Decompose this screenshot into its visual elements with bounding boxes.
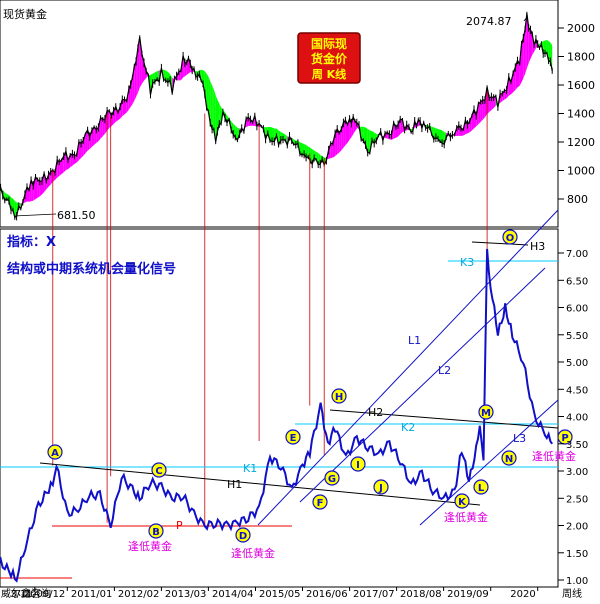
label-p-line: P: [176, 519, 183, 532]
bottom-y-label: 6.50: [566, 276, 588, 287]
marker-m: M: [479, 405, 493, 419]
marker-a: A: [48, 445, 62, 459]
buy-note-4: 逢低黄金: [532, 449, 576, 463]
top-y-label: 1200: [567, 136, 595, 149]
badge-line-1: 国际现: [311, 37, 347, 51]
top-y-label: 1400: [567, 108, 595, 121]
marker-label: I: [356, 460, 360, 471]
bottom-y-label: 2.00: [566, 522, 588, 533]
marker-g: G: [325, 471, 339, 485]
label-h3: H3: [530, 240, 545, 253]
label-l1: L1: [408, 334, 421, 347]
marker-label: A: [51, 448, 59, 459]
marker-label: D: [239, 531, 247, 542]
marker-label: H: [335, 392, 343, 403]
top-title: 现货黄金: [3, 7, 47, 21]
low-label: 681.50: [57, 209, 96, 222]
marker-label: G: [328, 474, 336, 485]
marker-o: O: [503, 230, 517, 244]
bottom-panel-frame: [0, 229, 558, 587]
marker-label: N: [505, 454, 513, 465]
bottom-y-label: 4.50: [566, 385, 588, 396]
bottom-y-label: 2.50: [566, 494, 588, 505]
bottom-y-label: 1.00: [566, 576, 588, 587]
badge-line-2: 货金价: [311, 51, 348, 66]
marker-k: K: [455, 494, 469, 508]
footer-source: 威尔鑫咨询: [1, 587, 51, 600]
top-y-label: 1600: [567, 79, 595, 92]
indicator-subtitle: 结构或中期系统机会量化信号: [7, 261, 176, 277]
top-y-label: 800: [567, 193, 588, 206]
marker-f: F: [313, 495, 327, 509]
bottom-y-label: 4.00: [566, 413, 588, 424]
marker-label: B: [152, 527, 160, 538]
footer-period: 周线: [562, 587, 582, 600]
marker-label: L: [478, 483, 485, 494]
marker-label: O: [506, 233, 515, 244]
marker-c: C: [152, 463, 166, 477]
marker-label: F: [317, 498, 324, 509]
x-label: 2016/06: [306, 589, 348, 600]
x-label: 2013/03: [165, 589, 207, 600]
marker-b: B: [149, 524, 163, 538]
bottom-y-label: 7.00: [566, 249, 588, 260]
buy-note-3: 逢低黄金: [444, 510, 488, 524]
label-k3: K3: [460, 256, 474, 269]
label-k1: K1: [243, 462, 257, 475]
band-segment-down: [212, 85, 214, 130]
x-label: 2014/04: [212, 589, 254, 600]
peak-label: 2074.87: [466, 15, 512, 28]
badge: 国际现 货金价 周 K线: [298, 33, 360, 83]
badge-line-3: 周 K线: [312, 67, 346, 81]
x-label: 2019/09: [447, 589, 489, 600]
marker-i: I: [351, 457, 365, 471]
x-label: 2015/05: [259, 589, 301, 600]
marker-h: H: [332, 389, 346, 403]
bottom-y-label: 5.00: [566, 358, 588, 369]
label-k2: K2: [401, 421, 415, 434]
x-label: 2017/07: [353, 589, 395, 600]
marker-j: J: [374, 480, 388, 494]
top-y-label: 2000: [567, 22, 595, 35]
x-label: 2020: [510, 589, 535, 600]
marker-d: D: [236, 528, 250, 542]
marker-label: C: [155, 466, 162, 477]
top-y-label: 1000: [567, 165, 595, 178]
marker-n: N: [502, 451, 516, 465]
marker-l: L: [474, 480, 488, 494]
marker-label: M: [481, 408, 491, 419]
top-y-label: 1800: [567, 51, 595, 64]
marker-label: E: [290, 433, 297, 444]
bottom-y-label: 5.50: [566, 331, 588, 342]
indicator-label: 指标：X: [7, 234, 56, 250]
bottom-y-label: 1.50: [566, 549, 588, 560]
marker-e: E: [286, 430, 300, 444]
label-l3: L3: [513, 432, 526, 445]
marker-label: K: [458, 497, 467, 508]
buy-note-2: 逢低黄金: [231, 546, 275, 560]
buy-note-1: 逢低黄金: [128, 539, 172, 553]
x-label: 2012/02: [118, 589, 160, 600]
marker-label: J: [378, 483, 383, 494]
bottom-y-label: 6.00: [566, 304, 588, 315]
x-label: 2018/08: [400, 589, 442, 600]
label-h1: H1: [227, 478, 242, 491]
label-l2: L2: [438, 364, 451, 377]
label-h2: H2: [368, 406, 383, 419]
x-label: 2011/01: [71, 589, 113, 600]
bottom-y-label: 3.00: [566, 467, 588, 478]
